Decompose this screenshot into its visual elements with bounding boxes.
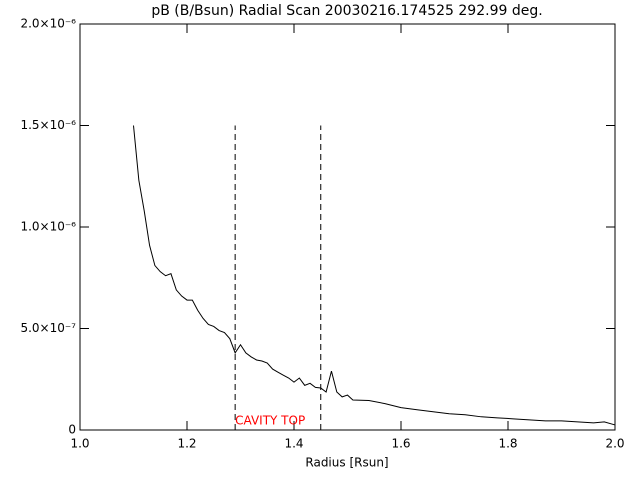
x-tick-label: 1.6 (391, 437, 410, 451)
data-line (133, 125, 616, 426)
x-tick-label: 1.2 (177, 437, 196, 451)
y-tick-label: 1.0×10⁻⁶ (20, 220, 76, 234)
x-tick-label: 1.0 (70, 437, 89, 451)
x-axis-label: Radius [Rsun] (305, 456, 388, 470)
annotation: CAVITY TOP (235, 414, 305, 428)
y-tick-label: 0 (68, 423, 76, 437)
x-tick-label: 2.0 (605, 437, 624, 451)
x-tick-label: 1.4 (284, 437, 303, 451)
y-tick-label: 2.0×10⁻⁶ (20, 17, 76, 31)
x-tick-label: 1.8 (498, 437, 517, 451)
chart-title: pB (B/Bsun) Radial Scan 20030216.174525 … (151, 3, 542, 19)
y-tick-label: 5.0×10⁻⁷ (20, 321, 76, 335)
y-tick-label: 1.5×10⁻⁶ (20, 118, 76, 132)
